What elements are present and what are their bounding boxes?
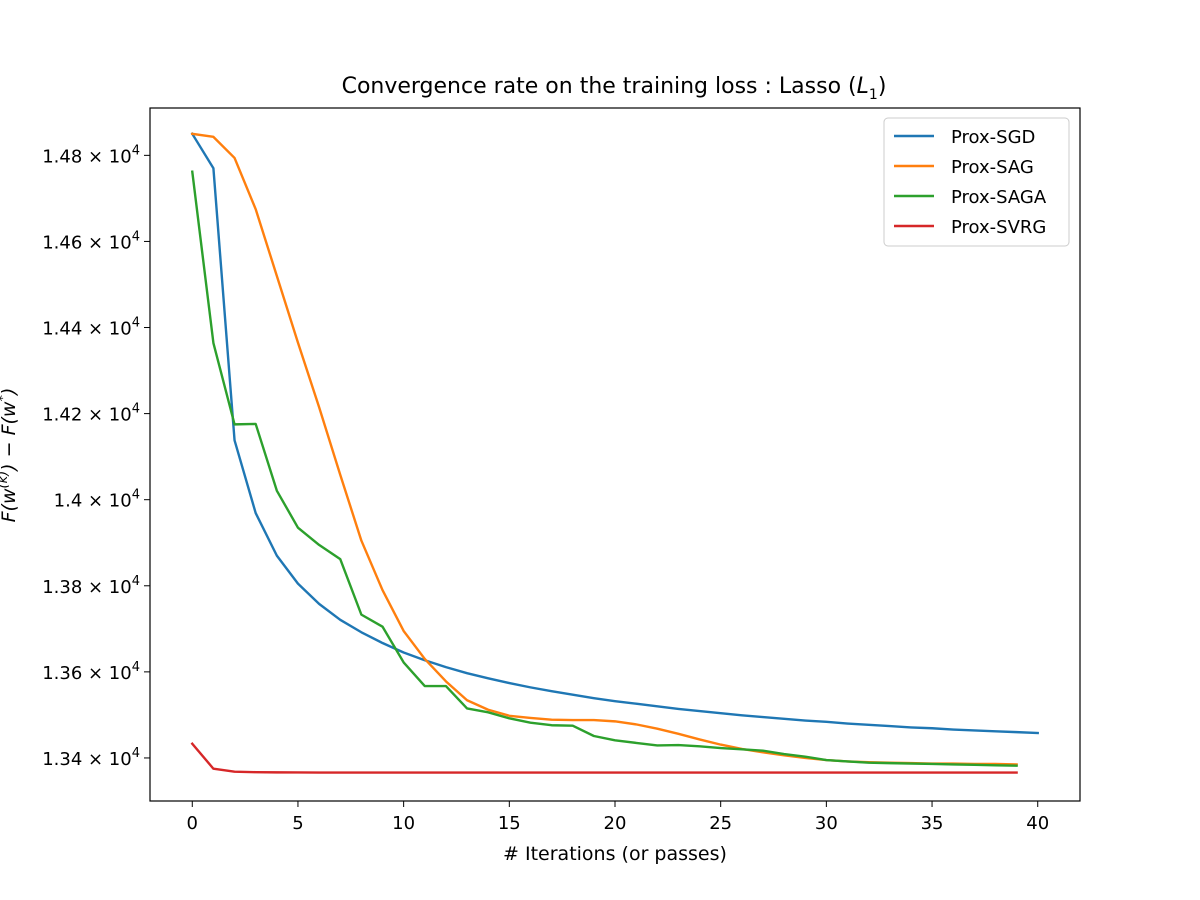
x-tick-label: 15 [498,813,521,834]
chart-title-main: Convergence rate on the training loss : … [342,74,857,99]
legend-label: Prox-SAG [951,157,1034,178]
chart-title: Convergence rate on the training loss : … [342,74,887,103]
x-axis-label: # Iterations (or passes) [503,843,727,865]
x-tick-label: 30 [815,813,838,834]
y-tick-label: 1.4 × 104 [54,488,140,512]
legend-label: Prox-SAGA [951,187,1047,208]
x-tick-label: 35 [921,813,944,834]
y-tick-label: 1.36 × 104 [42,660,140,684]
y-tick-label: 1.46 × 104 [42,229,140,253]
x-tick-label: 0 [187,813,198,834]
x-tick-label: 20 [604,813,627,834]
y-label-part-mid: ) − F(w [0,401,20,473]
chart-title-close: ) [878,74,887,99]
y-axis-label: F(w(k)) − F(w*) [0,388,20,523]
legend-label: Prox-SGD [951,127,1035,148]
y-label-part-f: F(w [0,488,20,522]
y-label-part-end: ) [0,388,20,397]
x-tick-label: 25 [709,813,732,834]
series-line-prox-saga [190,170,1018,767]
legend-box [883,117,1070,247]
legend-label: Prox-SVRG [951,217,1046,238]
y-tick-label: 1.38 × 104 [42,574,140,598]
x-axis-ticks: 0 5 10 15 20 25 30 35 40 [187,801,1049,834]
y-tick-label: 1.42 × 104 [42,402,140,426]
legend-items: Prox-SGD Prox-SAG Prox-SAGA Prox-SVRG [894,127,1047,238]
chart-title-sub: 1 [869,87,878,103]
series-line-prox-svrg [190,742,1018,774]
legend: Prox-SGD Prox-SAG Prox-SAGA Prox-SVRG [883,117,1070,247]
series-line-prox-sgd [190,132,1039,735]
y-label-sup-star: * [0,395,11,402]
series-layer [190,132,1039,774]
y-axis-ticks: 1.34 × 104 1.36 × 104 1.38 × 104 1.4 × 104 1… [42,143,150,770]
x-tick-label: 40 [1026,813,1049,834]
chart-title-var: L [857,74,869,99]
y-label-sup-k: (k) [0,471,11,489]
y-tick-label: 1.44 × 104 [42,316,140,340]
x-tick-label: 10 [392,813,415,834]
x-tick-label: 5 [292,813,303,834]
y-tick-label: 1.48 × 104 [42,143,140,167]
y-tick-label: 1.34 × 104 [42,746,140,770]
